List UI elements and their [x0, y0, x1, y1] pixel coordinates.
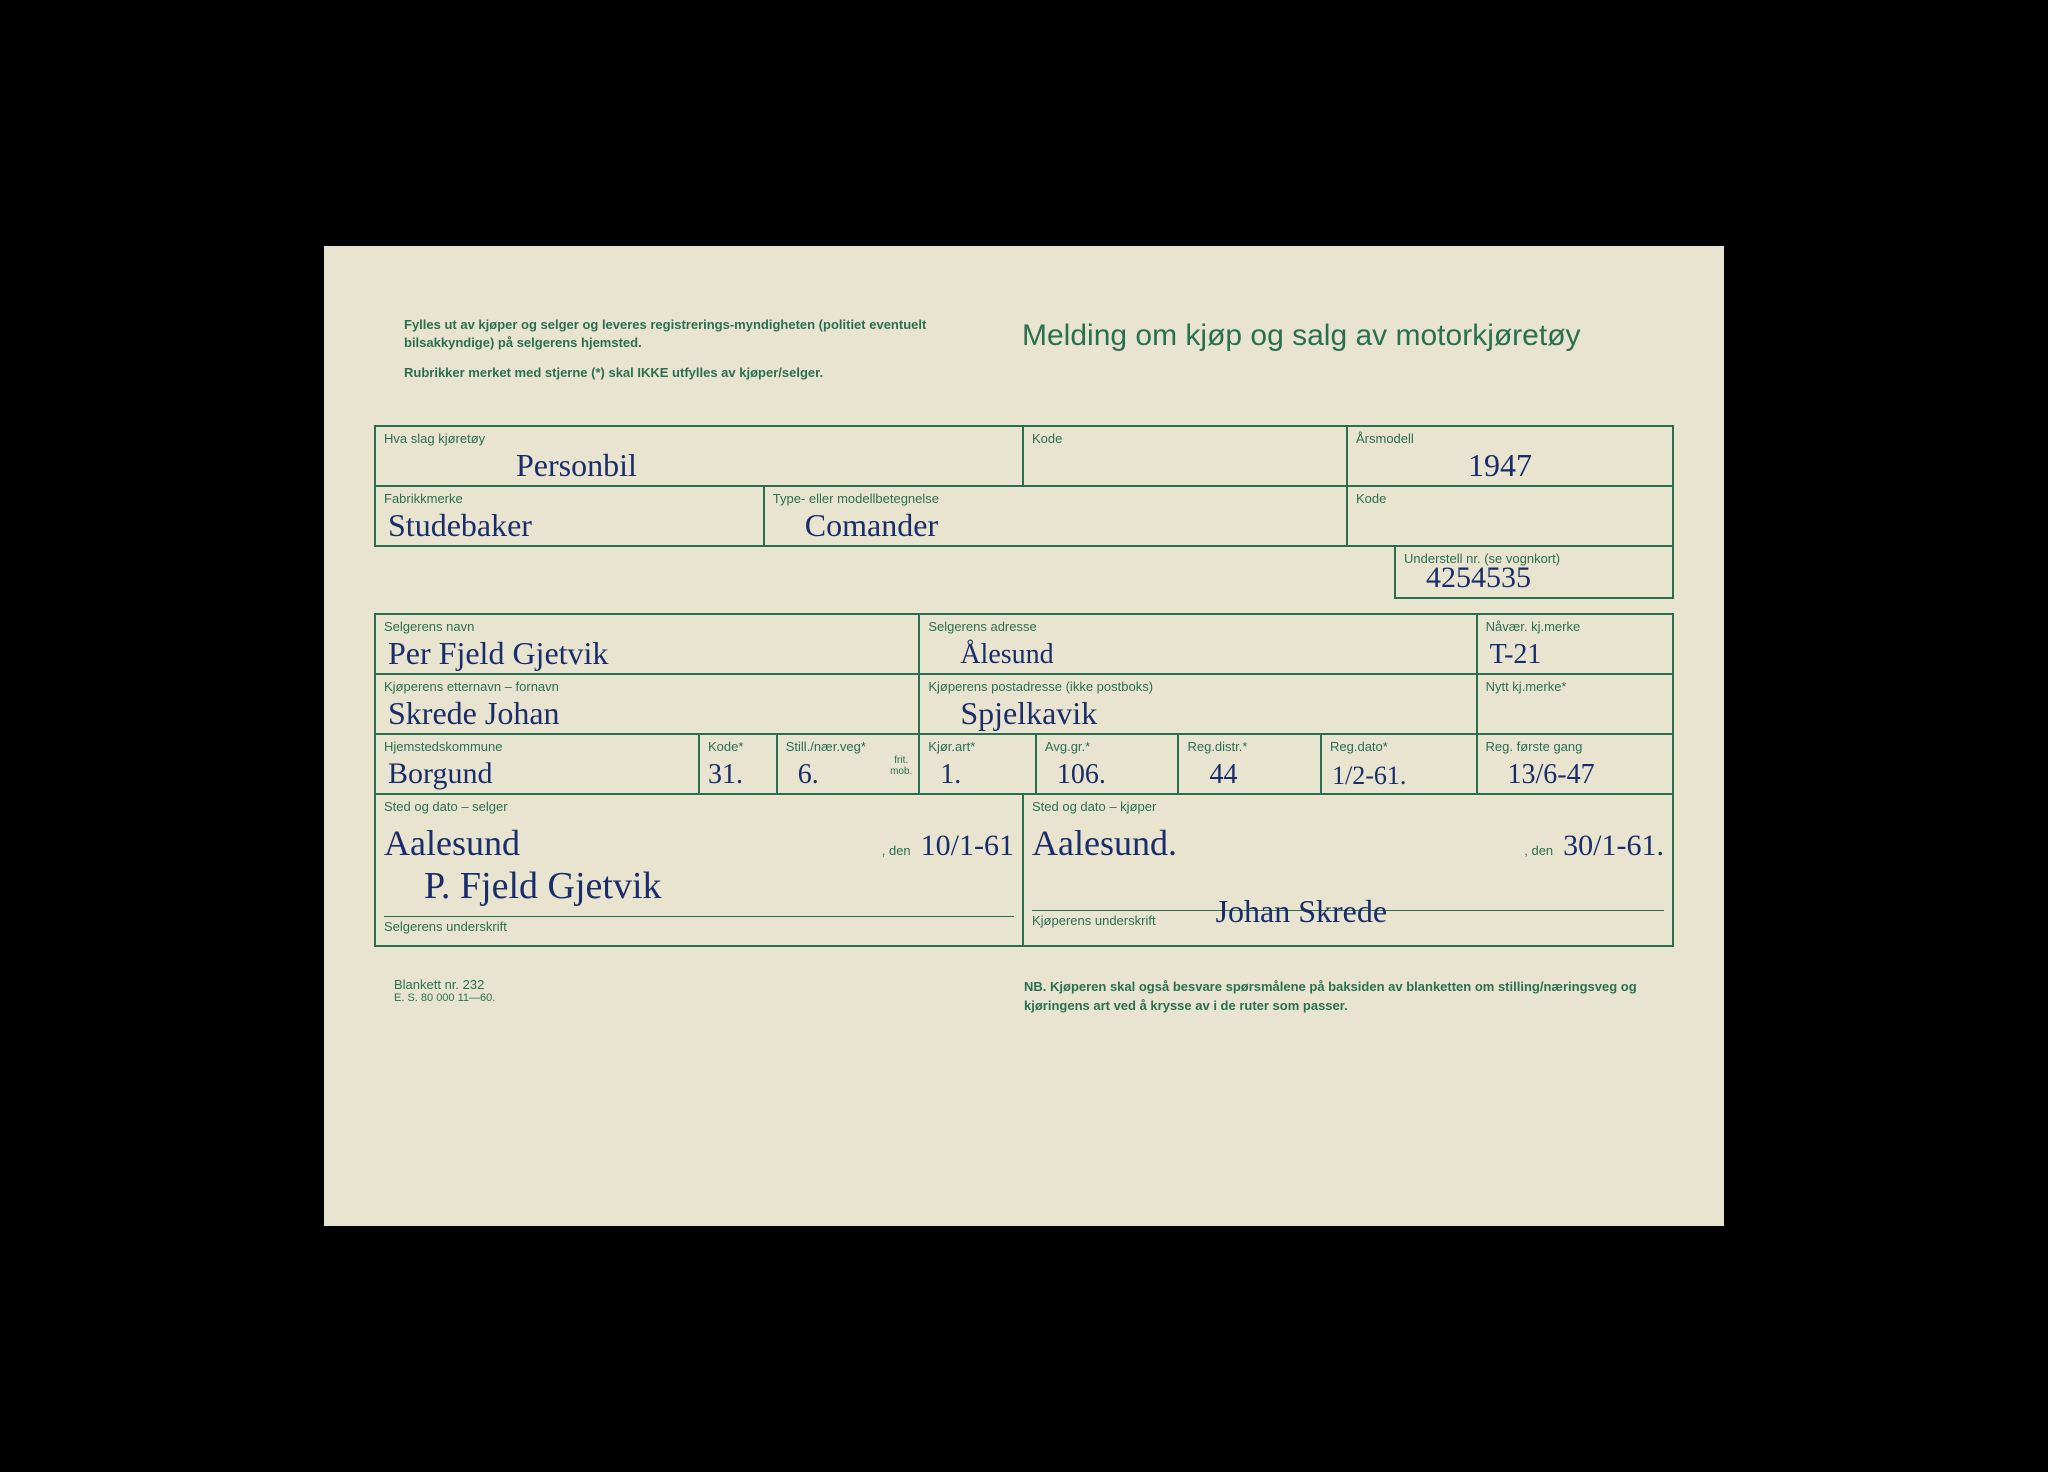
- sig-seller-date: 10/1-61: [921, 829, 1014, 863]
- label-current-plate: Nåvær. kj.merke: [1486, 619, 1664, 634]
- fritm-mob: frit. mob.: [890, 755, 912, 777]
- sig-buyer-city: Aalesund.: [1032, 822, 1177, 864]
- row-sig: Sted og dato – selger Aalesund , den 10/…: [376, 795, 1672, 947]
- label-under-buyer: Kjøperens underskrift: [1032, 913, 1156, 930]
- label-kode: Kode*: [708, 739, 768, 754]
- cell-chassis: Understell nr. (se vognkort) 4254535: [1394, 547, 1674, 599]
- blankett-nr: Blankett nr. 232: [394, 977, 1024, 992]
- row-3: Selgerens navn Per Fjeld Gjetvik Selgere…: [376, 615, 1672, 675]
- mob-label: mob.: [890, 766, 912, 777]
- label-sig-seller: Sted og dato – selger: [384, 799, 1014, 814]
- header: Fylles ut av kjøper og selger og leveres…: [374, 316, 1674, 395]
- sig-seller-city: Aalesund: [384, 822, 520, 864]
- sig-seller-content: Aalesund , den 10/1-61: [384, 814, 1014, 864]
- value-regdistr: 44: [1209, 761, 1237, 789]
- cell-new-plate: Nytt kj.merke*: [1478, 675, 1672, 733]
- cell-regfirst: Reg. første gang 13/6-47: [1478, 735, 1672, 793]
- footer-nb: NB. Kjøperen skal også besvare spørsmåle…: [1024, 977, 1654, 1016]
- value-type: Comander: [805, 509, 938, 541]
- value-buyer-name: Skrede Johan: [388, 697, 560, 729]
- sig-buyer-content: Aalesund. , den 30/1-61.: [1032, 814, 1664, 864]
- sig-seller-signature: P. Fjeld Gjetvik: [384, 864, 1014, 908]
- cell-seller-name: Selgerens navn Per Fjeld Gjetvik: [376, 615, 920, 673]
- cell-type: Type- eller modellbetegnelse Comander: [765, 487, 1348, 545]
- label-kode1: Kode: [1032, 431, 1338, 446]
- value-still: 6.: [798, 761, 819, 789]
- label-kjor: Kjør.art*: [928, 739, 1027, 754]
- cell-home: Hjemstedskommune Borgund: [376, 735, 700, 793]
- den-seller: , den: [882, 843, 911, 858]
- cell-year: Årsmodell 1947: [1348, 427, 1672, 485]
- cell-regdistr: Reg.distr.* 44: [1179, 735, 1322, 793]
- es-code: E. S. 80 000 11—60.: [394, 992, 1024, 1004]
- value-kode: 31.: [708, 761, 743, 789]
- instruction-1: Fylles ut av kjøper og selger og leveres…: [404, 316, 962, 352]
- value-regdato: 1/2-61.: [1332, 763, 1406, 789]
- value-kjor: 1.: [940, 761, 961, 789]
- cell-sig-seller: Sted og dato – selger Aalesund , den 10/…: [376, 795, 1024, 945]
- cell-kode: Kode* 31.: [700, 735, 778, 793]
- row-5: Hjemstedskommune Borgund Kode* 31. Still…: [376, 735, 1672, 795]
- label-make: Fabrikkmerke: [384, 491, 755, 506]
- instruction-2: Rubrikker merket med stjerne (*) skal IK…: [404, 364, 962, 382]
- label-buyer-name: Kjøperens etternavn – fornavn: [384, 679, 910, 694]
- den-buyer: , den: [1524, 843, 1553, 858]
- value-home: Borgund: [388, 759, 492, 789]
- row-4: Kjøperens etternavn – fornavn Skrede Joh…: [376, 675, 1672, 735]
- label-year: Årsmodell: [1356, 431, 1664, 446]
- value-chassis: 4254535: [1426, 563, 1531, 593]
- cell-vehicle-type: Hva slag kjøretøy Personbil: [376, 427, 1024, 485]
- label-regdato: Reg.dato*: [1330, 739, 1468, 754]
- row-2: Fabrikkmerke Studebaker Type- eller mode…: [376, 487, 1672, 547]
- form-title: Melding om kjøp og salg av motorkjøretøy: [962, 316, 1644, 395]
- footer-left: Blankett nr. 232 E. S. 80 000 11—60.: [394, 977, 1024, 1016]
- cell-regdato: Reg.dato* 1/2-61.: [1322, 735, 1478, 793]
- cell-kode2: Kode: [1348, 487, 1672, 545]
- cell-current-plate: Nåvær. kj.merke T-21: [1478, 615, 1672, 673]
- label-seller-name: Selgerens navn: [384, 619, 910, 634]
- chassis-row: Understell nr. (se vognkort) 4254535: [374, 547, 1674, 599]
- frit-label: frit.: [890, 755, 912, 766]
- table-block-1: Hva slag kjøretøy Personbil Kode Årsmode…: [374, 425, 1674, 547]
- label-vehicle-type: Hva slag kjøretøy: [384, 431, 1014, 446]
- label-regfirst: Reg. første gang: [1486, 739, 1664, 754]
- under-buyer-row: Kjøperens underskrift Johan Skrede: [1032, 910, 1664, 930]
- value-vehicle-type: Personbil: [516, 449, 637, 481]
- document-form: Fylles ut av kjøper og selger og leveres…: [324, 246, 1724, 1226]
- label-avg: Avg.gr.*: [1045, 739, 1170, 754]
- label-seller-addr: Selgerens adresse: [928, 619, 1467, 634]
- label-buyer-addr: Kjøperens postadresse (ikke postboks): [928, 679, 1467, 694]
- cell-kode1: Kode: [1024, 427, 1348, 485]
- label-still: Still./nær.veg*: [786, 739, 911, 754]
- cell-make: Fabrikkmerke Studebaker: [376, 487, 765, 545]
- sig-buyer-date: 30/1-61.: [1563, 829, 1664, 863]
- label-type: Type- eller modellbetegnelse: [773, 491, 1338, 506]
- footer: Blankett nr. 232 E. S. 80 000 11—60. NB.…: [374, 977, 1674, 1016]
- value-year: 1947: [1468, 449, 1532, 481]
- value-regfirst: 13/6-47: [1508, 761, 1595, 789]
- value-make: Studebaker: [388, 509, 532, 541]
- label-regdistr: Reg.distr.*: [1187, 739, 1312, 754]
- value-seller-name: Per Fjeld Gjetvik: [388, 637, 608, 669]
- value-seller-addr: Ålesund: [960, 641, 1053, 669]
- value-avg: 106.: [1057, 761, 1106, 789]
- instructions: Fylles ut av kjøper og selger og leveres…: [404, 316, 962, 395]
- sig-buyer-signature: Johan Skrede: [1156, 893, 1388, 930]
- cell-buyer-name: Kjøperens etternavn – fornavn Skrede Joh…: [376, 675, 920, 733]
- cell-seller-addr: Selgerens adresse Ålesund: [920, 615, 1477, 673]
- cell-sig-buyer: Sted og dato – kjøper Aalesund. , den 30…: [1024, 795, 1672, 945]
- value-current-plate: T-21: [1490, 641, 1542, 669]
- row-1: Hva slag kjøretøy Personbil Kode Årsmode…: [376, 427, 1672, 487]
- label-under-seller: Selgerens underskrift: [384, 916, 1014, 934]
- value-buyer-addr: Spjelkavik: [960, 697, 1097, 729]
- cell-avg: Avg.gr.* 106.: [1037, 735, 1180, 793]
- label-home: Hjemstedskommune: [384, 739, 690, 754]
- cell-kjor: Kjør.art* 1.: [920, 735, 1037, 793]
- label-kode2: Kode: [1356, 491, 1664, 506]
- cell-buyer-addr: Kjøperens postadresse (ikke postboks) Sp…: [920, 675, 1477, 733]
- label-new-plate: Nytt kj.merke*: [1486, 679, 1664, 694]
- cell-still: Still./nær.veg* frit. mob. 6.: [778, 735, 921, 793]
- label-sig-buyer: Sted og dato – kjøper: [1032, 799, 1664, 814]
- table-block-2: Selgerens navn Per Fjeld Gjetvik Selgere…: [374, 613, 1674, 947]
